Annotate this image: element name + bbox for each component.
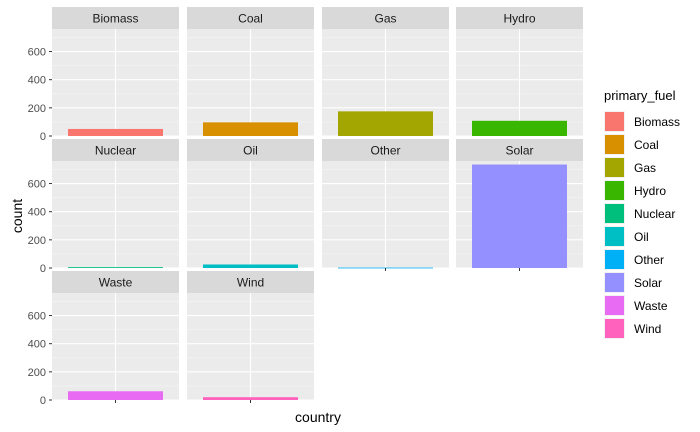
facet-strip-label: Nuclear <box>95 144 136 158</box>
legend-label: Other <box>634 253 664 267</box>
bar-wind <box>203 397 298 400</box>
legend-swatch <box>605 273 624 292</box>
y-tick-label: 400 <box>28 207 46 219</box>
legend-item-hydro: Hydro <box>604 180 666 201</box>
legend-item-waste: Waste <box>604 295 668 316</box>
legend-label: Oil <box>634 230 649 244</box>
legend-item-other: Other <box>604 249 664 270</box>
facet-panel-hydro: Hydro <box>456 7 583 137</box>
legend-label: Waste <box>634 299 668 313</box>
facet-strip <box>187 7 314 29</box>
facet-panel-waste: Waste 0 200 400 600 <box>28 271 179 407</box>
bar-waste <box>68 391 163 400</box>
facet-strip <box>322 7 449 29</box>
facet-strip-label: Wind <box>237 276 264 290</box>
legend-title: primary_fuel <box>604 88 676 103</box>
y-tick-label: 400 <box>28 339 46 351</box>
legend-label: Gas <box>634 161 656 175</box>
legend-swatch <box>605 135 624 154</box>
facet-strip <box>456 139 583 161</box>
facet-strip <box>456 7 583 29</box>
y-tick-label: 0 <box>40 131 46 143</box>
legend-label: Nuclear <box>634 207 675 221</box>
legend-label: Solar <box>634 276 662 290</box>
bar-other <box>338 267 433 269</box>
legend-swatch <box>605 227 624 246</box>
facet-strip <box>52 7 179 29</box>
legend-swatch <box>605 112 624 131</box>
legend-swatch <box>605 158 624 177</box>
y-tick-label: 200 <box>28 103 46 115</box>
x-axis-title: country <box>295 409 341 425</box>
facet-strip-label: Biomass <box>92 12 138 26</box>
legend-item-oil: Oil <box>604 226 649 247</box>
facet-strip <box>52 139 179 161</box>
bar-biomass <box>68 128 163 136</box>
facet-strip-label: Waste <box>99 276 133 290</box>
legend-swatch <box>605 204 624 223</box>
y-tick-label: 0 <box>40 395 46 407</box>
facet-panel-nuclear: Nuclear 0 200 400 600 <box>28 139 179 275</box>
bar-nuclear <box>68 267 163 268</box>
facet-panels: Biomass 0 200 400 600 Coal Gas Hydro Nuclear 0 200… <box>28 7 583 407</box>
y-tick-label: 0 <box>40 263 46 275</box>
bar-hydro <box>472 120 567 136</box>
y-axis-title: count <box>9 199 25 233</box>
legend-swatch <box>605 319 624 338</box>
y-tick-label: 600 <box>28 311 46 323</box>
facet-panel-wind: Wind <box>187 271 314 403</box>
bar-coal <box>203 122 298 136</box>
legend-item-gas: Gas <box>604 157 656 178</box>
facet-strip <box>187 271 314 293</box>
facet-strip-label: Hydro <box>503 12 535 26</box>
facet-strip-label: Other <box>370 144 400 158</box>
legend-item-nuclear: Nuclear <box>604 203 675 224</box>
facet-strip-label: Coal <box>238 12 263 26</box>
y-tick-label: 600 <box>28 179 46 191</box>
bar-oil <box>203 264 298 268</box>
legend-label: Wind <box>634 322 661 336</box>
facet-panel-biomass: Biomass 0 200 400 600 <box>28 7 179 143</box>
facet-panel-coal: Coal <box>187 7 314 137</box>
legend-label: Biomass <box>634 115 680 129</box>
facet-strip <box>322 139 449 161</box>
legend-swatch <box>605 250 624 269</box>
legend-item-coal: Coal <box>604 134 659 155</box>
bar-gas <box>338 111 433 136</box>
facet-strip <box>187 139 314 161</box>
legend-label: Hydro <box>634 184 666 198</box>
legend-swatch <box>605 296 624 315</box>
legend-label: Coal <box>634 138 659 152</box>
facet-panel-gas: Gas <box>322 7 449 137</box>
facet-panel-oil: Oil <box>187 139 314 269</box>
y-tick-label: 200 <box>28 235 46 247</box>
facet-strip-label: Solar <box>505 144 533 158</box>
facet-panel-solar: Solar <box>456 139 583 271</box>
facet-strip-label: Gas <box>374 12 396 26</box>
legend-item-wind: Wind <box>604 318 661 339</box>
legend-item-biomass: Biomass <box>604 111 680 132</box>
facet-panel-other: Other <box>322 139 449 271</box>
facet-strip-label: Oil <box>243 144 258 158</box>
legend-swatch <box>605 181 624 200</box>
facet-strip <box>52 271 179 293</box>
bar-solar <box>472 164 567 268</box>
y-tick-label: 200 <box>28 367 46 379</box>
y-tick-label: 600 <box>28 47 46 59</box>
y-tick-label: 400 <box>28 75 46 87</box>
legend: primary_fuel Biomass Coal Gas Hydro Nuclear O… <box>604 88 680 339</box>
legend-item-solar: Solar <box>604 272 662 293</box>
